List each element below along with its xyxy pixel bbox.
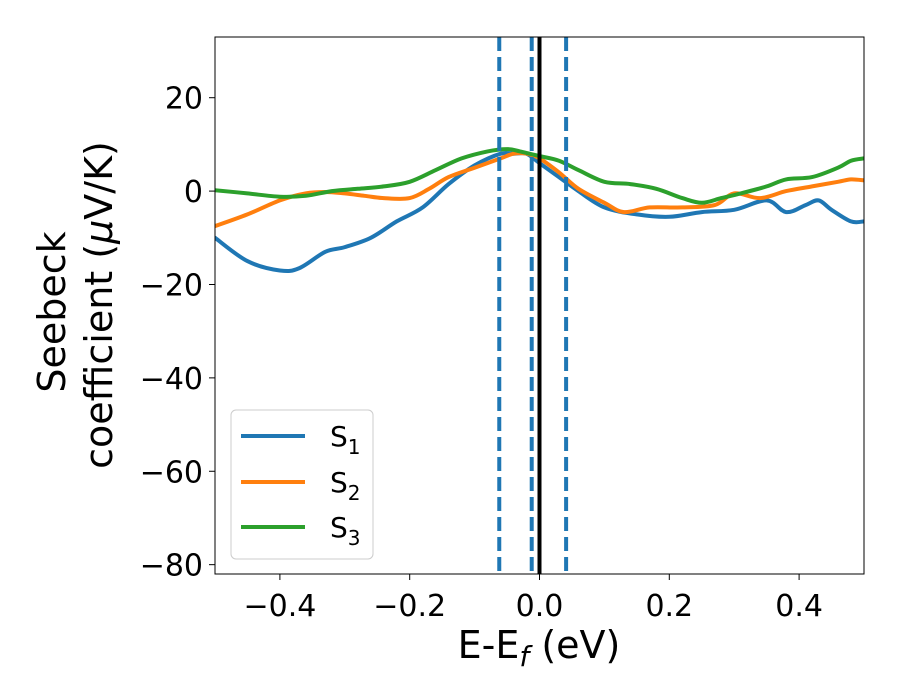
legend: S1 S2 S3	[230, 409, 374, 560]
legend-label-s2: S2	[330, 466, 361, 505]
y-tick-label: −60	[140, 455, 203, 490]
y-tick-label: −40	[140, 362, 203, 397]
y-axis-title-pre: coefficient (	[77, 244, 121, 469]
legend-label-s3: S3	[330, 511, 361, 550]
legend-label-s3-main: S	[330, 511, 348, 544]
y-tick-label: 20	[165, 82, 203, 117]
y-tick-label: −20	[140, 268, 203, 303]
series-line-s3	[215, 147, 864, 205]
legend-label-s2-sub: 2	[348, 481, 361, 505]
x-tick-label: 0.4	[775, 589, 823, 624]
axis-ticks: −0.4 −0.2 0.0 0.2 0.4 20 0 −20 −40 −60 −80	[140, 82, 823, 624]
y-axis-title-line1: Seebeck	[30, 231, 74, 392]
legend-label-s1-main: S	[330, 420, 348, 453]
y-axis-title-post: V/K)	[77, 141, 121, 220]
plot-area	[215, 37, 864, 574]
x-axis-title: E-Ef (eV)	[458, 623, 621, 673]
x-tick-label: −0.4	[243, 589, 316, 624]
y-tick-label: 0	[184, 175, 203, 210]
legend-label-s3-sub: 3	[348, 526, 361, 550]
y-axis-title-line2: coefficient (μV/K)	[77, 141, 121, 469]
x-tick-label: 0.0	[516, 589, 564, 624]
x-tick-label: 0.2	[645, 589, 693, 624]
legend-box	[230, 409, 374, 560]
legend-label-s2-main: S	[330, 466, 348, 499]
legend-label-s1: S1	[330, 420, 361, 459]
y-axis-title-mu: μ	[77, 220, 121, 245]
y-tick-label: −80	[140, 549, 203, 584]
legend-label-s1-sub: 1	[348, 435, 361, 459]
x-axis-title-unit: (eV)	[529, 623, 620, 667]
x-tick-label: −0.2	[373, 589, 446, 624]
x-axis-title-main: E-E	[458, 623, 520, 667]
